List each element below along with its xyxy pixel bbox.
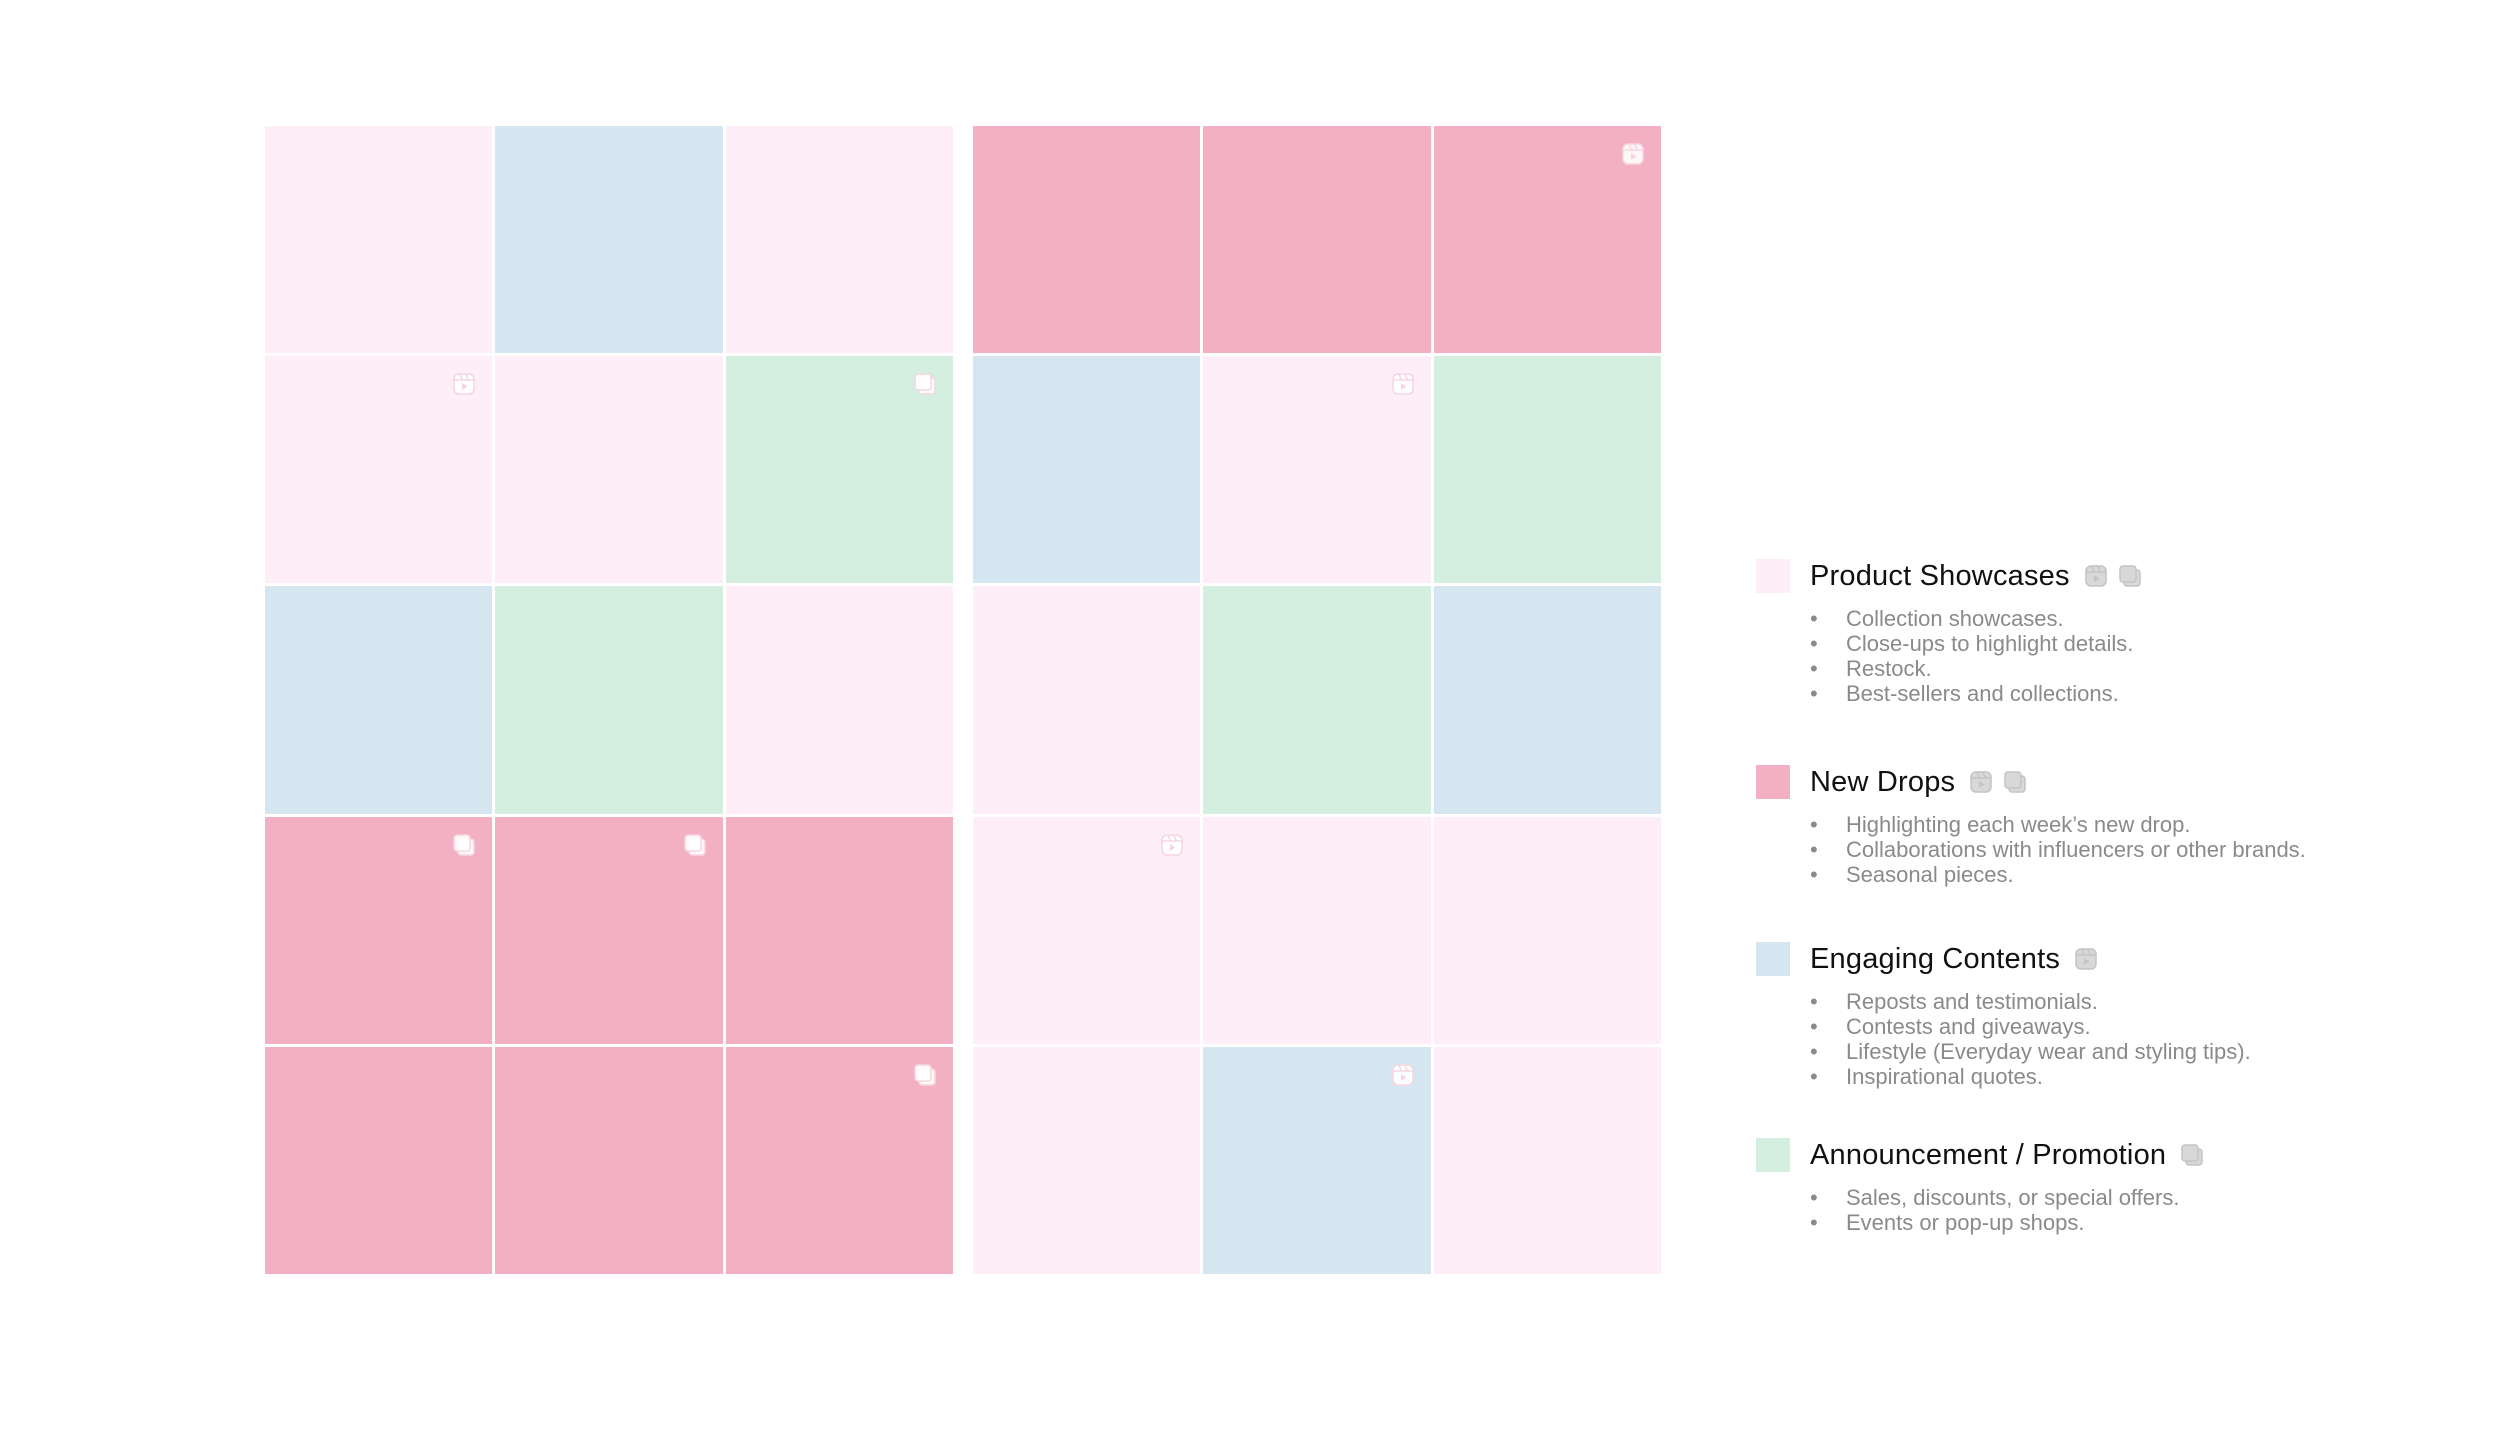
legend-item-new-drops: New Drops Highlighting each week’s new d… [1756,756,2456,887]
legend-bullets: Collection showcases.Close-ups to highli… [1810,606,2456,706]
post-tile-engage [265,586,493,814]
carousel-icon [2003,770,2027,794]
post-tile-product [495,356,723,584]
post-tile-promo [725,356,953,584]
legend-bullet: Contests and giveaways. [1810,1014,2456,1039]
post-tile-drop [973,126,1201,354]
feed-grid-right [973,126,1661,1274]
legend-bullet: Restock. [1810,656,2456,681]
legend-title: New Drops [1810,765,1956,798]
legend-bullet: Inspirational quotes. [1810,1064,2456,1089]
post-tile-product [973,1046,1201,1274]
post-tile-engage [973,356,1201,584]
post-tile-drop [1203,126,1431,354]
legend-swatch [1756,1138,1790,1172]
reel-icon [1621,142,1645,166]
post-tile-engage [495,126,723,354]
legend-bullet: Highlighting each week’s new drop. [1810,812,2456,837]
carousel-icon [683,833,707,857]
legend-title: Product Showcases [1810,559,2070,592]
legend-item-engaging-contents: Engaging Contents Reposts and testimonia… [1756,933,2456,1089]
legend-bullet: Reposts and testimonials. [1810,989,2456,1014]
post-tile-product [973,816,1201,1044]
post-tile-drop [265,816,493,1044]
legend-swatch [1756,942,1790,976]
post-tile-product [1203,816,1431,1044]
post-tile-engage [1433,586,1661,814]
post-tile-promo [495,586,723,814]
carousel-icon [2180,1143,2204,1167]
post-tile-product [725,586,953,814]
carousel-icon [913,372,937,396]
post-tile-product [1433,816,1661,1044]
legend-bullet: Seasonal pieces. [1810,862,2456,887]
legend-item-announcement-promotion: Announcement / Promotion Sales, discount… [1756,1129,2456,1235]
post-tile-drop [495,816,723,1044]
post-tile-product [265,356,493,584]
post-tile-drop [725,1046,953,1274]
legend-swatch [1756,765,1790,799]
reel-icon [452,372,476,396]
reel-icon [1391,372,1415,396]
legend: Product Showcases Collection showcases.C… [1756,550,2456,1235]
legend-title: Announcement / Promotion [1810,1138,2167,1171]
post-tile-drop [1433,126,1661,354]
legend-title: Engaging Contents [1810,942,2061,975]
post-tile-promo [1203,586,1431,814]
post-tile-product [725,126,953,354]
feed-grid-left [265,126,953,1274]
post-tile-promo [1433,356,1661,584]
post-tile-drop [265,1046,493,1274]
reel-icon [1969,770,1993,794]
legend-bullets: Highlighting each week’s new drop.Collab… [1810,812,2456,887]
post-tile-drop [495,1046,723,1274]
legend-bullet: Close-ups to highlight details. [1810,631,2456,656]
carousel-icon [452,833,476,857]
post-tile-engage [1203,1046,1431,1274]
reel-icon [2084,564,2108,588]
legend-swatch [1756,559,1790,593]
legend-bullet: Collection showcases. [1810,606,2456,631]
carousel-icon [913,1063,937,1087]
reel-icon [1160,833,1184,857]
legend-bullet: Best-sellers and collections. [1810,681,2456,706]
post-tile-product [1433,1046,1661,1274]
post-tile-product [1203,356,1431,584]
legend-bullets: Reposts and testimonials.Contests and gi… [1810,989,2456,1089]
legend-bullet: Sales, discounts, or special offers. [1810,1185,2456,1210]
legend-bullet: Lifestyle (Everyday wear and styling tip… [1810,1039,2456,1064]
reel-icon [1391,1063,1415,1087]
legend-bullet: Collaborations with influencers or other… [1810,837,2456,862]
post-tile-product [973,586,1201,814]
post-tile-product [265,126,493,354]
reel-icon [2074,947,2098,971]
legend-item-product-showcases: Product Showcases Collection showcases.C… [1756,550,2456,706]
carousel-icon [2118,564,2142,588]
legend-bullets: Sales, discounts, or special offers.Even… [1810,1185,2456,1235]
post-tile-drop [725,816,953,1044]
legend-bullet: Events or pop-up shops. [1810,1210,2456,1235]
